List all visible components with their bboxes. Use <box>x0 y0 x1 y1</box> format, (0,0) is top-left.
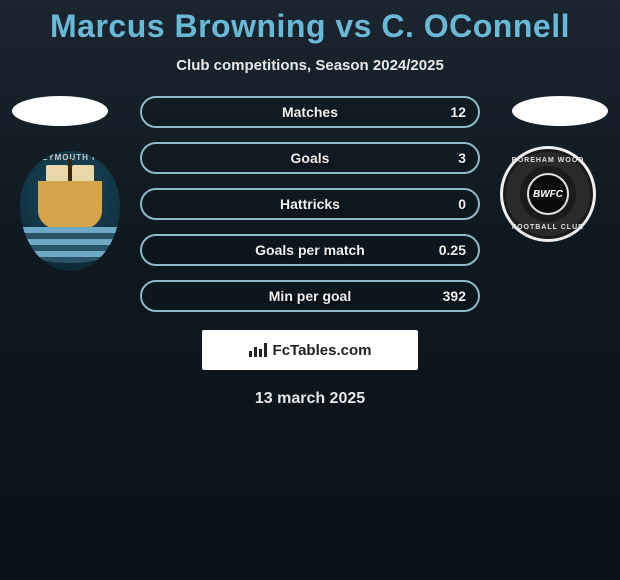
club-crest-left: EYMOUTH F <box>20 151 120 271</box>
stat-right-value: 0.25 <box>439 242 466 258</box>
stat-right-value: 392 <box>443 288 466 304</box>
attribution-text: FcTables.com <box>273 342 372 359</box>
comparison-area: EYMOUTH F BOREHAM WOOD BWFC FOOTBALL CLU… <box>0 96 620 408</box>
stat-label: Goals <box>291 150 330 166</box>
subtitle: Club competitions, Season 2024/2025 <box>0 57 620 74</box>
club-crest-right: BOREHAM WOOD BWFC FOOTBALL CLUB <box>500 146 600 246</box>
stat-label: Goals per match <box>255 242 365 258</box>
stat-right-value: 3 <box>458 150 466 166</box>
crest-right-inner-text: BWFC <box>527 173 569 215</box>
crest-right-bot-text: FOOTBALL CLUB <box>512 224 584 231</box>
player-ellipse-left <box>12 96 108 126</box>
page-title: Marcus Browning vs C. OConnell <box>0 0 620 45</box>
stat-row-mpg: Min per goal 392 <box>140 280 480 312</box>
attribution-badge[interactable]: FcTables.com <box>202 330 418 370</box>
player-ellipse-right <box>512 96 608 126</box>
stat-row-gpm: Goals per match 0.25 <box>140 234 480 266</box>
stat-label: Min per goal <box>269 288 351 304</box>
date-label: 13 march 2025 <box>0 390 620 408</box>
stat-right-value: 0 <box>458 196 466 212</box>
stat-label: Hattricks <box>280 196 340 212</box>
stat-row-hattricks: Hattricks 0 <box>140 188 480 220</box>
stat-right-value: 12 <box>450 104 466 120</box>
stat-row-goals: Goals 3 <box>140 142 480 174</box>
stat-bars-container: Matches 12 Goals 3 Hattricks 0 Goals per… <box>140 96 480 312</box>
crest-right-top-text: BOREHAM WOOD <box>512 157 585 164</box>
bar-chart-icon <box>249 343 267 357</box>
stat-label: Matches <box>282 104 338 120</box>
stat-row-matches: Matches 12 <box>140 96 480 128</box>
